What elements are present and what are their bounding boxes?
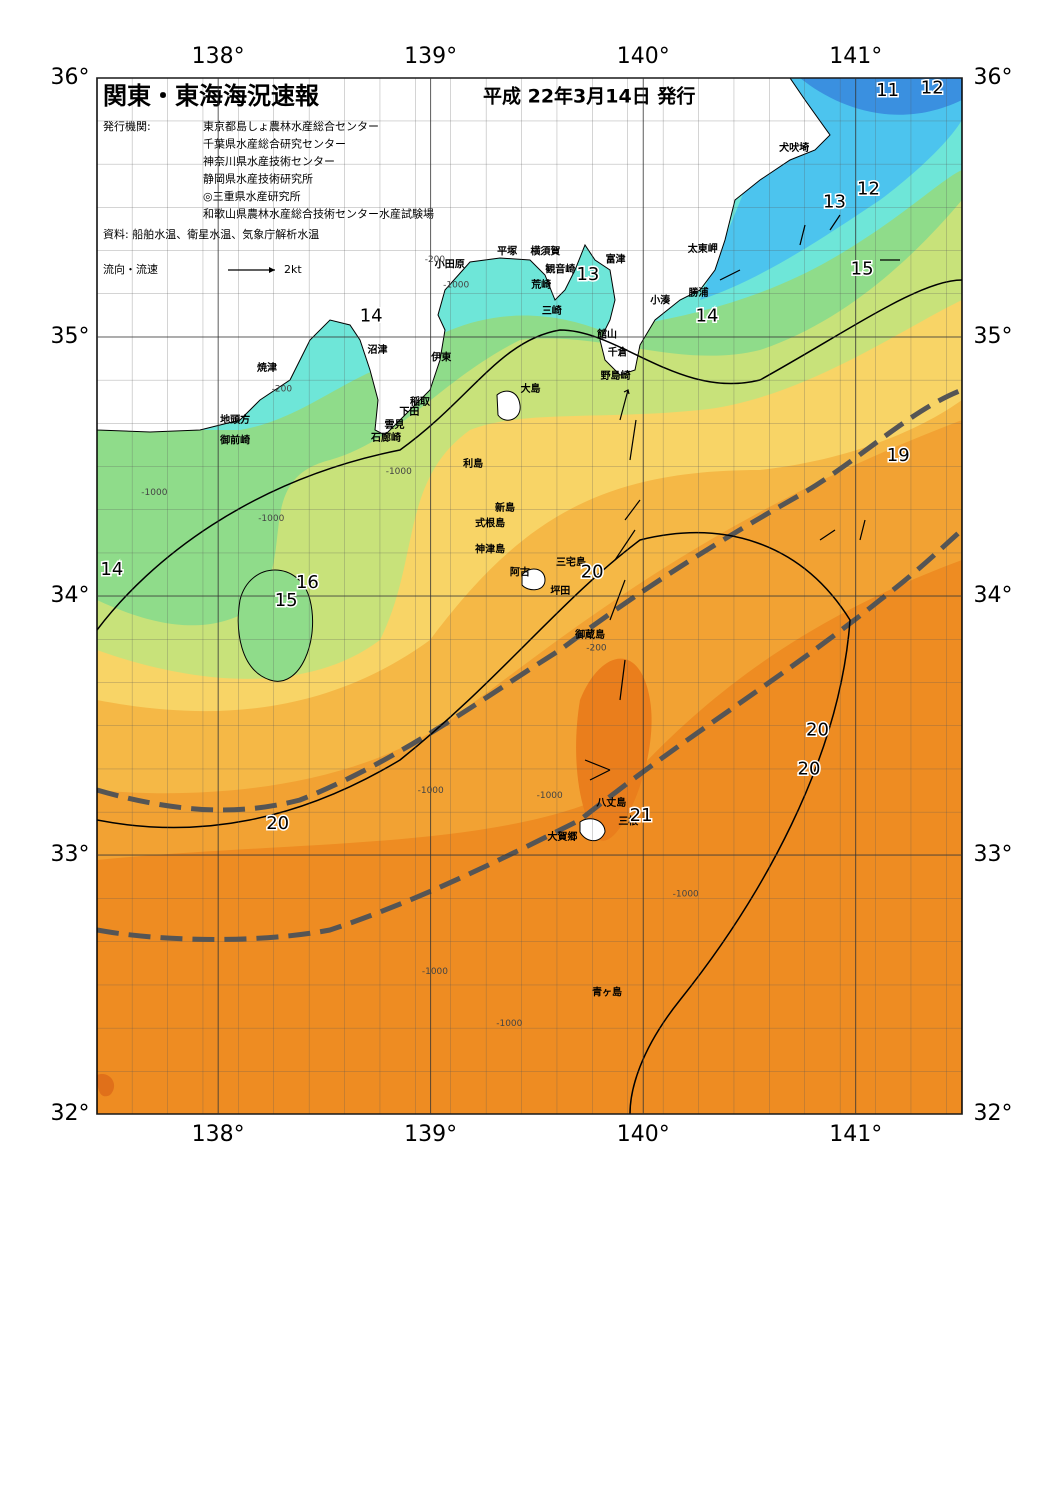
lat-tick-label: 36° [51, 65, 90, 90]
place-name: 新島 [495, 501, 515, 514]
place-name: 富津 [606, 252, 626, 265]
depth-label: -1000 [418, 786, 444, 796]
depth-label: -1000 [443, 281, 469, 291]
place-name: 石廊崎 [370, 431, 401, 444]
place-name: 御前崎 [219, 434, 250, 447]
lat-tick-label: 36° [974, 65, 1013, 90]
publisher: 東京都島しょ農林水産総合センター [203, 119, 379, 133]
place-name: 観音崎 [545, 263, 575, 276]
place-name: 館山 [596, 327, 617, 340]
publisher-label: 発行機関: [103, 119, 151, 133]
depth-label: -1000 [422, 967, 448, 977]
isotherm-label: 13 [576, 264, 599, 285]
isotherm-label: 19 [887, 445, 910, 466]
lon-tick-label: 140° [617, 1122, 670, 1147]
isotherm-label: 12 [857, 178, 880, 199]
current-arrows [584, 214, 900, 781]
isotherm-label: 11 [876, 80, 899, 101]
lat-tick-label: 32° [51, 1101, 90, 1126]
place-name: 沼津 [368, 343, 388, 356]
place-name: 下田 [399, 406, 419, 418]
issue-date: 平成 22年3月14日 発行 [483, 85, 695, 108]
lon-tick-label: 138° [192, 44, 245, 69]
lat-tick-label: 33° [51, 842, 90, 867]
place-name: 稲取 [410, 395, 431, 408]
place-name: 大賀郷 [547, 830, 577, 843]
place-name: 三根 [618, 814, 638, 827]
lat-tick-label: 35° [974, 324, 1013, 349]
title: 関東・東海海況速報 [103, 82, 320, 110]
lon-tick-label: 139° [404, 44, 457, 69]
depth-label: -1000 [673, 889, 699, 899]
place-name: 小湊 [649, 294, 671, 307]
isotherm-label: 16 [296, 572, 319, 593]
legend-arrowhead [269, 267, 275, 273]
place-name: 神津島 [475, 542, 505, 555]
lon-tick-label: 139° [404, 1122, 457, 1147]
lon-tick-label: 141° [829, 1122, 882, 1147]
publisher: 和歌山県農林水産総合技術センター水産試験場 [203, 207, 434, 221]
place-name: 式根島 [475, 516, 505, 529]
place-name: 三崎 [542, 304, 562, 317]
place-name: 雲見 [385, 419, 405, 431]
lat-tick-label: 35° [51, 324, 90, 349]
place-name: 利島 [463, 457, 483, 470]
place-name: 大島 [521, 382, 541, 395]
publisher: ◎三重県水産研究所 [203, 189, 301, 203]
isotherm-label: 14 [100, 559, 123, 580]
place-name: 犬吠埼 [779, 141, 809, 154]
place-name: 太東岬 [687, 242, 718, 255]
isotherm-label: 20 [798, 759, 821, 780]
isotherm-label: 15 [851, 259, 874, 280]
place-name: 地頭方 [220, 413, 250, 426]
place-name: 青ヶ島 [592, 985, 622, 998]
depth-label: -1000 [258, 514, 284, 524]
isotherm-label: 15 [275, 590, 298, 611]
depth-label: -1000 [537, 791, 563, 801]
lat-tick-label: 32° [974, 1101, 1013, 1126]
lat-tick-label: 34° [974, 583, 1013, 608]
place-name: 坪田 [550, 584, 570, 597]
place-name: 伊東 [430, 351, 451, 364]
depth-label: -1000 [496, 1019, 522, 1029]
depth-label: -200 [425, 255, 446, 265]
place-name: 御蔵島 [574, 628, 605, 641]
place-name: 小田原 [434, 257, 465, 270]
place-name: 阿古 [510, 566, 530, 579]
place-name: 三宅島 [556, 555, 586, 568]
lon-tick-label: 140° [617, 44, 670, 69]
isotherm-label: 14 [360, 305, 383, 326]
legend-scale: 2kt [284, 263, 302, 276]
depth-label: -200 [586, 643, 607, 653]
place-name: 平塚 [497, 245, 517, 258]
publisher: 静岡県水産技術研究所 [203, 172, 313, 186]
place-name: 勝浦 [688, 286, 708, 299]
depth-label: -1000 [141, 488, 167, 498]
place-name: 焼津 [257, 361, 277, 374]
isotherm-label: 21 [630, 805, 653, 826]
isotherm-label: 20 [581, 562, 604, 583]
place-name: 千倉 [608, 346, 629, 359]
isotherm-label: 20 [266, 813, 289, 834]
publisher: 神奈川県水産技術センター [203, 154, 335, 168]
source: 資料: 船舶水温、衛星水温、気象庁解析水温 [103, 227, 319, 241]
lon-tick-label: 141° [829, 44, 882, 69]
publisher: 千葉県水産総合研究センター [203, 137, 346, 151]
isotherm-label: 13 [823, 191, 846, 212]
isotherm-label: 14 [696, 305, 719, 326]
legend-label: 流向・流速 [103, 262, 158, 276]
place-name: 野島崎 [601, 369, 631, 382]
place-name: 横須賀 [530, 245, 560, 258]
depth-label: -200 [272, 384, 293, 394]
place-name: 八丈島 [595, 796, 626, 809]
lat-tick-label: 33° [974, 842, 1013, 867]
place-name: 荒崎 [530, 278, 551, 291]
isotherm-label: 20 [806, 720, 829, 741]
isotherm-label: 12 [921, 77, 944, 98]
depth-label: -1000 [386, 467, 412, 477]
lat-tick-label: 34° [51, 583, 90, 608]
lon-tick-label: 138° [192, 1122, 245, 1147]
